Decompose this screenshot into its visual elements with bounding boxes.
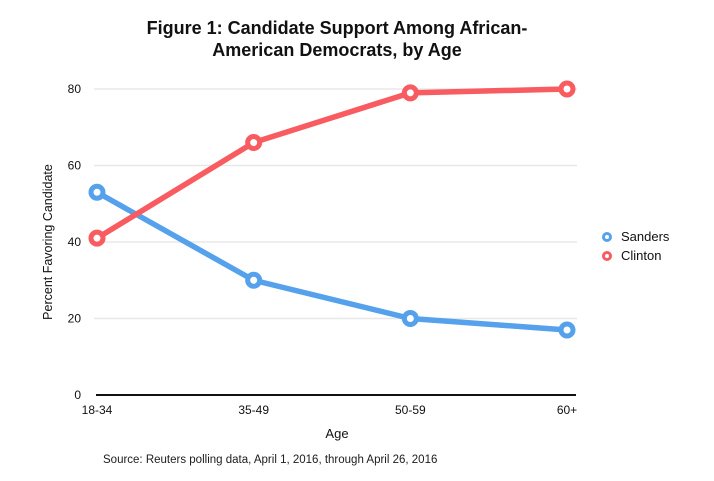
x-axis-title: Age	[325, 426, 349, 441]
legend-label-clinton: Clinton	[621, 248, 662, 263]
legend: Sanders Clinton	[601, 227, 669, 265]
legend-item-sanders: Sanders	[601, 227, 669, 246]
source-note: Source: Reuters polling data, April 1, 2…	[103, 454, 438, 466]
data-point-sanders-60+	[558, 321, 576, 339]
series-line-clinton	[94, 86, 570, 241]
x-tick-label: 60+	[557, 403, 577, 417]
x-tick-label: 18-34	[82, 403, 113, 417]
y-tick-label: 80	[68, 82, 82, 96]
chart-title-line2: American Democrats, by Age	[212, 40, 462, 60]
y-tick-label: 40	[68, 235, 82, 249]
y-tick-label: 0	[74, 388, 81, 402]
y-tick-label: 60	[68, 159, 82, 173]
chart-title: Figure 1: Candidate Support Among Africa…	[77, 17, 597, 61]
data-point-clinton-60+	[558, 80, 576, 98]
series-line-sanders	[94, 189, 570, 333]
data-point-clinton-50-59	[401, 84, 419, 102]
legend-label-sanders: Sanders	[621, 229, 670, 244]
legend-item-clinton: Clinton	[601, 246, 669, 265]
y-tick-label: 20	[68, 312, 82, 326]
data-point-clinton-35-49	[245, 134, 263, 152]
data-point-sanders-50-59	[401, 310, 419, 327]
sanders-legend-marker-icon	[602, 231, 612, 242]
data-point-sanders-35-49	[245, 271, 263, 289]
data-point-clinton-18-34	[88, 229, 106, 247]
clinton-legend-marker-icon	[602, 250, 612, 261]
y-axis-title: Percent Favoring Candidate	[41, 164, 55, 320]
x-tick-label: 50-59	[395, 403, 426, 417]
data-point-sanders-18-34	[88, 183, 106, 201]
chart-title-line1: Figure 1: Candidate Support Among Africa…	[146, 18, 528, 38]
x-tick-label: 35-49	[238, 403, 269, 417]
